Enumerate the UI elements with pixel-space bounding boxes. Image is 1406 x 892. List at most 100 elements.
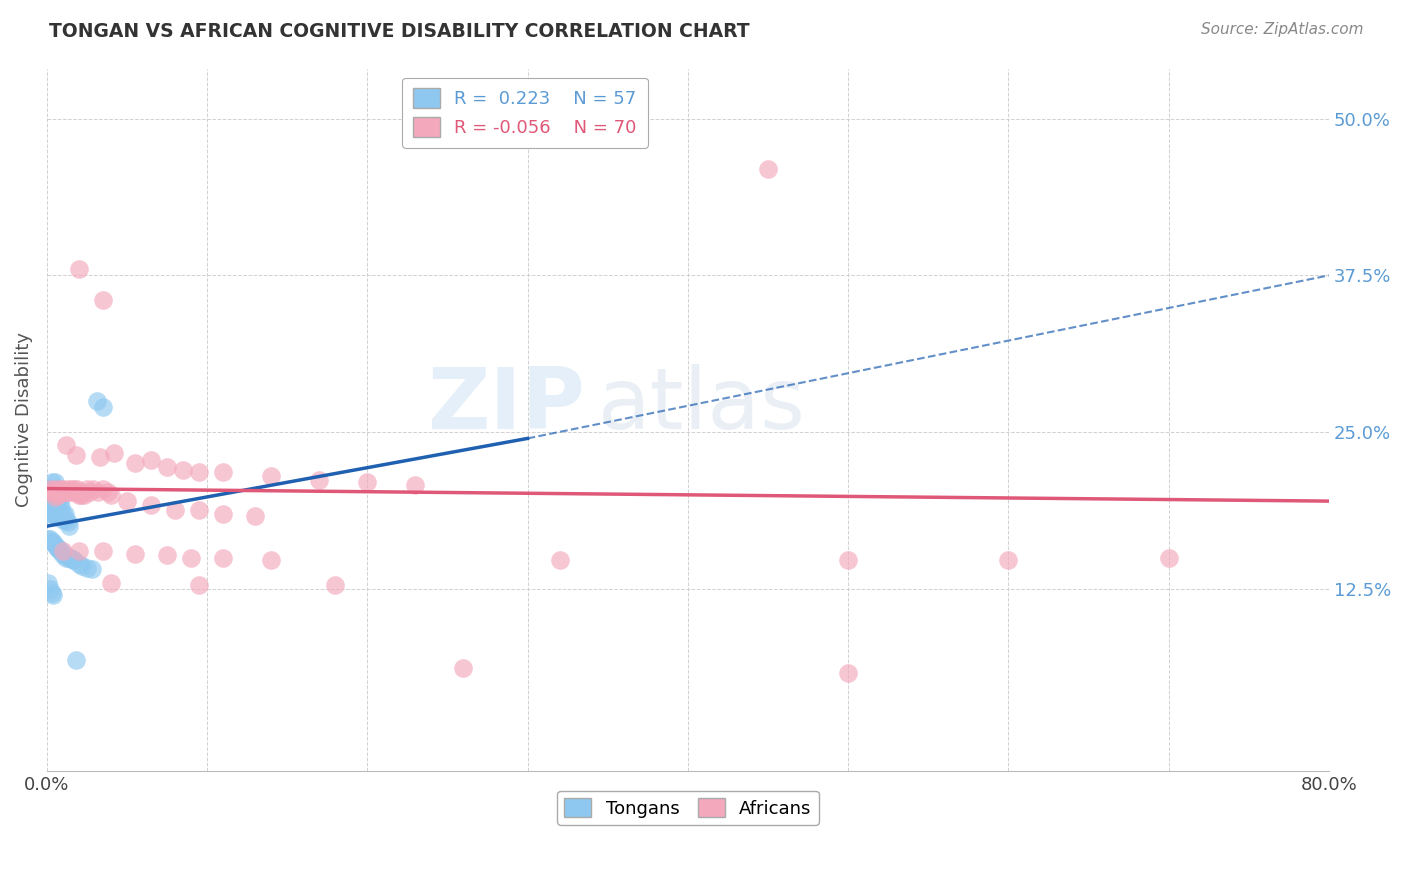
Text: ZIP: ZIP	[427, 364, 585, 447]
Point	[53, 548, 76, 562]
Point	[188, 465, 211, 479]
Point	[212, 550, 235, 565]
Point	[67, 557, 90, 571]
Point	[46, 500, 69, 515]
Point	[42, 588, 65, 602]
Point	[180, 550, 202, 565]
Point	[453, 661, 475, 675]
Point	[41, 585, 63, 599]
Y-axis label: Cognitive Disability: Cognitive Disability	[15, 332, 32, 508]
Point	[39, 582, 62, 596]
Point	[41, 494, 63, 508]
Point	[45, 482, 67, 496]
Point	[1157, 550, 1180, 565]
Point	[37, 575, 59, 590]
Point	[42, 494, 65, 508]
Point	[44, 475, 66, 490]
Point	[139, 452, 162, 467]
Point	[51, 500, 73, 515]
Point	[48, 494, 70, 508]
Point	[42, 535, 65, 549]
Point	[42, 485, 65, 500]
Point	[58, 550, 80, 565]
Point	[44, 491, 66, 505]
Point	[45, 485, 67, 500]
Point	[39, 532, 62, 546]
Point	[100, 488, 122, 502]
Point	[55, 485, 77, 500]
Point	[91, 482, 114, 496]
Point	[62, 485, 84, 500]
Point	[212, 507, 235, 521]
Point	[52, 544, 75, 558]
Point	[91, 293, 114, 308]
Point	[59, 550, 82, 565]
Point	[124, 457, 146, 471]
Point	[65, 485, 87, 500]
Point	[260, 469, 283, 483]
Point	[51, 544, 73, 558]
Point	[82, 482, 104, 496]
Point	[52, 507, 75, 521]
Point	[837, 665, 859, 680]
Point	[548, 553, 571, 567]
Point	[56, 482, 79, 496]
Point	[70, 485, 93, 500]
Point	[39, 500, 62, 515]
Point	[245, 509, 267, 524]
Point	[44, 488, 66, 502]
Point	[41, 535, 63, 549]
Point	[53, 485, 76, 500]
Point	[404, 478, 426, 492]
Point	[63, 553, 86, 567]
Point	[139, 498, 162, 512]
Point	[172, 463, 194, 477]
Point	[87, 485, 110, 500]
Point	[55, 438, 77, 452]
Point	[44, 494, 66, 508]
Point	[91, 544, 114, 558]
Point	[37, 482, 59, 496]
Point	[65, 448, 87, 462]
Point	[48, 482, 70, 496]
Point	[39, 482, 62, 496]
Point	[45, 494, 67, 508]
Point	[44, 538, 66, 552]
Point	[997, 553, 1019, 567]
Point	[55, 513, 77, 527]
Point	[188, 578, 211, 592]
Point	[48, 544, 70, 558]
Point	[165, 503, 187, 517]
Point	[39, 488, 62, 502]
Point	[58, 485, 80, 500]
Point	[91, 400, 114, 414]
Point	[45, 507, 67, 521]
Point	[58, 519, 80, 533]
Point	[89, 450, 111, 465]
Point	[42, 482, 65, 496]
Point	[97, 485, 120, 500]
Text: atlas: atlas	[598, 364, 806, 447]
Text: Source: ZipAtlas.com: Source: ZipAtlas.com	[1201, 22, 1364, 37]
Point	[41, 488, 63, 502]
Point	[46, 488, 69, 502]
Point	[124, 547, 146, 561]
Point	[115, 494, 138, 508]
Point	[52, 482, 75, 496]
Point	[44, 482, 66, 496]
Point	[37, 494, 59, 508]
Point	[52, 548, 75, 562]
Point	[46, 488, 69, 502]
Point	[79, 485, 101, 500]
Point	[86, 393, 108, 408]
Point	[65, 653, 87, 667]
Point	[837, 553, 859, 567]
Point	[37, 532, 59, 546]
Point	[66, 482, 89, 496]
Point	[67, 262, 90, 277]
Point	[41, 485, 63, 500]
Point	[53, 507, 76, 521]
Legend: Tongans, Africans: Tongans, Africans	[557, 790, 818, 825]
Point	[63, 482, 86, 496]
Point	[44, 507, 66, 521]
